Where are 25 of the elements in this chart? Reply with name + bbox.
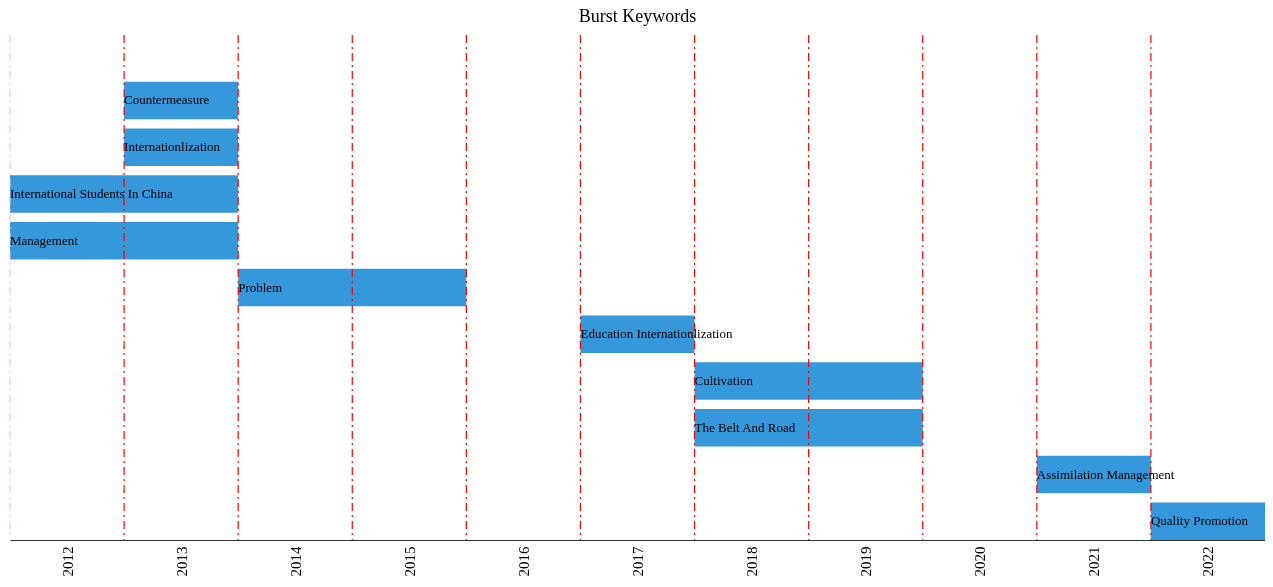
- bar: [124, 81, 239, 120]
- y-tick-label: The Belt And Road: [694, 419, 796, 435]
- x-tick-label: 2022: [1200, 546, 1217, 577]
- y-tick-label: Management: [10, 232, 79, 248]
- y-tick-label: Countermeasure: [124, 92, 210, 108]
- bar: [238, 268, 467, 307]
- x-tick-label: 2015: [401, 546, 418, 577]
- x-tick-label: 2019: [858, 546, 875, 577]
- x-tick-label: 2021: [1086, 546, 1103, 577]
- y-tick-label: Quality Promotion: [1150, 513, 1249, 529]
- bar: [10, 175, 239, 213]
- bar: [694, 409, 923, 447]
- x-tick-label: 2020: [972, 546, 989, 577]
- x-tick-label: 2013: [173, 546, 190, 577]
- y-tick-label: Cultivation: [694, 373, 754, 389]
- chart-title: Burst Keywords: [578, 6, 697, 27]
- y-tick-label: International Students In China: [10, 185, 174, 201]
- x-tick-label: 2014: [287, 546, 304, 577]
- bar: [10, 222, 239, 260]
- x-tick-label: 2017: [630, 546, 646, 577]
- y-tick-label: Problem: [238, 279, 283, 295]
- x-tick-label: 2012: [59, 546, 76, 577]
- x-tick-label: 2018: [744, 546, 761, 577]
- bar: [694, 362, 923, 400]
- x-tick-label: 2016: [515, 546, 532, 577]
